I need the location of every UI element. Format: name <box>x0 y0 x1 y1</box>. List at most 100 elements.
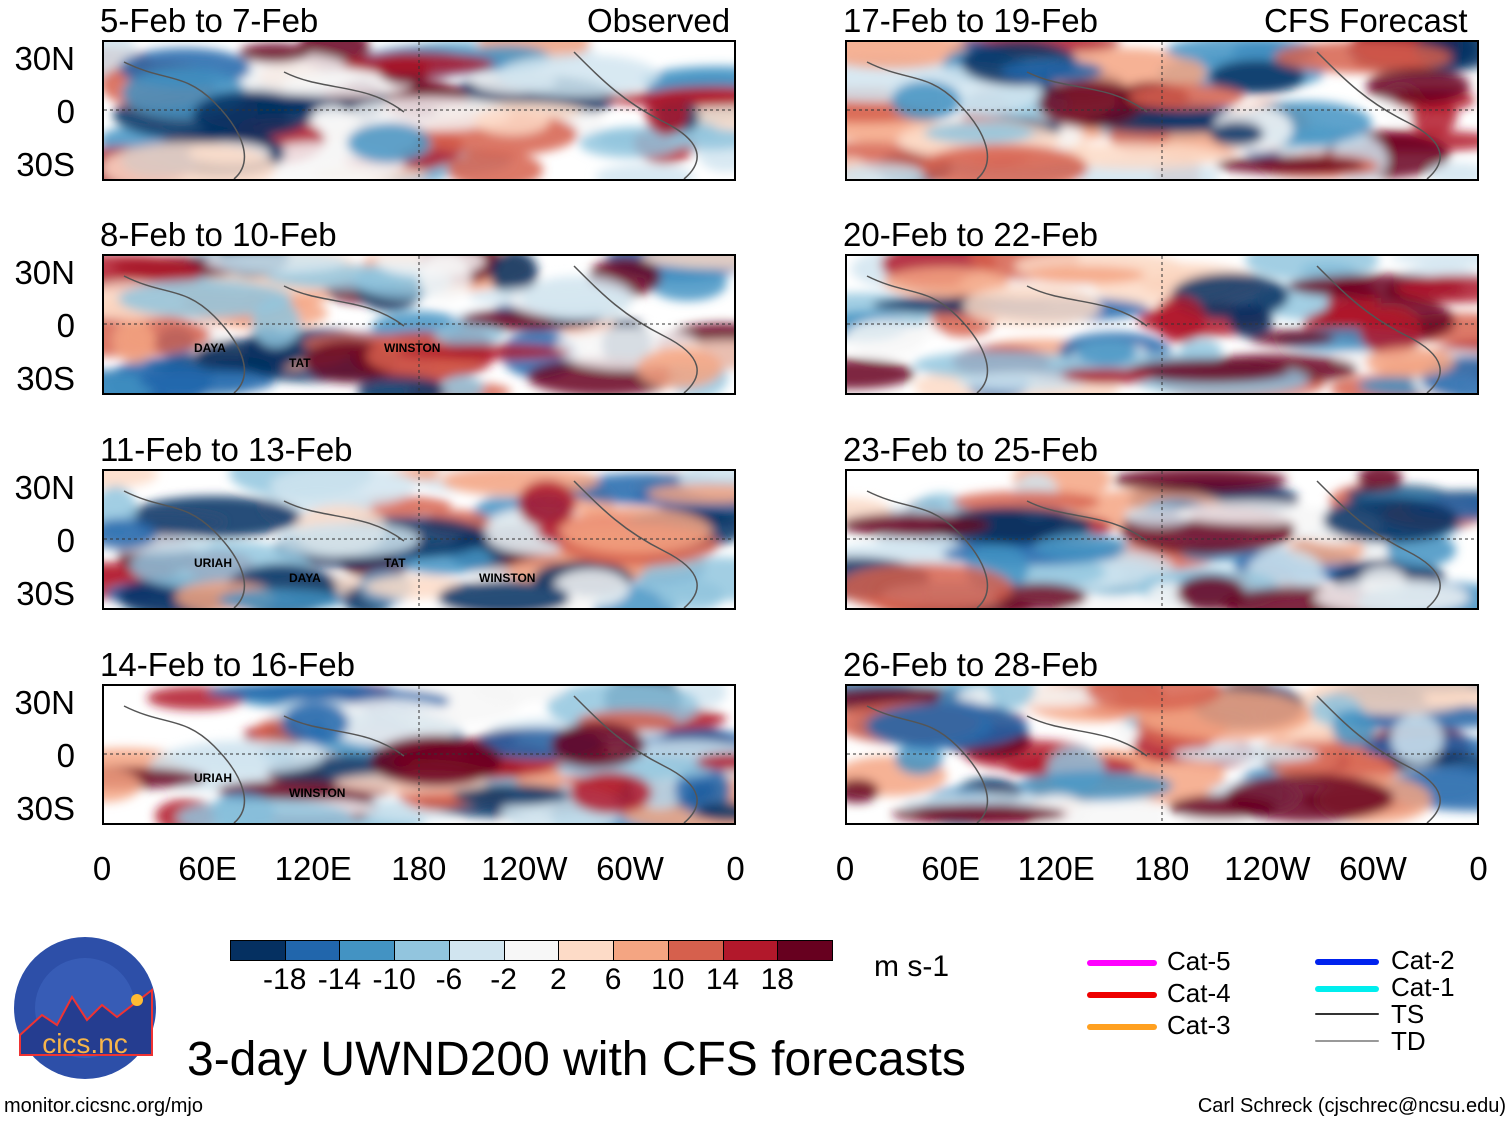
wind-anomaly-contour <box>1075 338 1137 366</box>
wind-anomaly-contour <box>847 319 925 357</box>
colorbar-swatch <box>777 940 833 961</box>
colorbar-swatch <box>667 940 724 961</box>
coastline <box>123 695 698 823</box>
panel-title: 8-Feb to 10-Feb <box>100 216 337 253</box>
colorbar-label: -14 <box>317 963 362 996</box>
wind-anomaly-contour <box>924 122 1034 144</box>
wind-anomaly-contour <box>1113 471 1287 493</box>
wind-anomaly-contour <box>847 563 1013 608</box>
wind-anomaly-contour <box>104 519 157 549</box>
storm-label: WINSTON <box>384 341 441 355</box>
wind-anomaly-contour <box>675 765 731 815</box>
wind-anomaly-contour <box>490 256 538 296</box>
wind-anomaly-contour <box>1215 156 1365 174</box>
lon-label: 0 <box>726 850 745 887</box>
lat-label: 30N <box>14 684 75 721</box>
wind-anomaly-contour <box>952 491 1100 513</box>
wind-anomaly-contour <box>434 324 504 346</box>
colorbar-units: m s-1 <box>874 950 949 983</box>
wind-anomaly-contour <box>1411 97 1457 135</box>
wind-anomaly-contour <box>913 351 1087 379</box>
legend-line <box>1087 992 1157 998</box>
figure-title: 3-day UWND200 with CFS forecasts <box>187 1033 966 1086</box>
lon-label: 120E <box>274 850 352 887</box>
coastline <box>866 265 1441 393</box>
legend-label: Cat-3 <box>1167 1010 1231 1040</box>
cics-logo: cics.nc <box>14 937 156 1079</box>
lon-label: 60E <box>921 850 980 887</box>
wind-anomaly-contour <box>207 686 383 701</box>
wind-anomaly-contour <box>847 359 915 389</box>
wind-anomaly-contour <box>1390 256 1477 266</box>
wind-anomaly-contour <box>347 123 431 163</box>
map-panel <box>102 40 736 181</box>
wind-anomaly-contour <box>892 804 1066 823</box>
source-url[interactable]: monitor.cicsnc.org/mjo <box>4 1095 203 1117</box>
wind-anomaly-contour <box>642 256 734 269</box>
wind-anomaly-contour <box>1358 471 1402 492</box>
wind-anomaly-contour <box>1249 330 1335 346</box>
panel-title: 20-Feb to 22-Feb <box>843 216 1098 253</box>
wind-anomaly-contour <box>847 513 990 537</box>
wind-anomaly-contour <box>993 583 1087 608</box>
storm-label: DAYA <box>289 571 321 585</box>
wind-anomaly-contour <box>1332 709 1376 747</box>
wind-anomaly-contour <box>847 779 879 803</box>
wind-anomaly-contour <box>696 753 734 771</box>
legend-label: Cat-2 <box>1391 945 1455 975</box>
wind-anomaly-contour <box>364 575 464 599</box>
lon-label: 180 <box>391 850 447 887</box>
colorbar-label: -2 <box>490 963 517 996</box>
lat-label: 30S <box>16 360 75 397</box>
coastline <box>123 265 698 393</box>
wind-anomaly-contour <box>570 772 652 814</box>
wind-anomaly-contour <box>1124 506 1194 526</box>
wind-anomaly-contour <box>559 507 711 553</box>
wind-anomaly-contour <box>497 54 659 96</box>
map-panel: URIAH WINSTON <box>102 684 736 825</box>
legend-label: TD <box>1391 1026 1426 1056</box>
colorbar-swatch <box>722 940 779 961</box>
panel-title: 14-Feb to 16-Feb <box>100 646 355 683</box>
credit: Carl Schreck (cjschrec@ncsu.edu) <box>1197 1095 1506 1117</box>
legend-line <box>1087 1024 1157 1030</box>
wind-anomaly-contour <box>357 376 447 393</box>
wind-anomaly-contour <box>1047 143 1223 169</box>
wind-anomaly-contour <box>1062 368 1154 384</box>
wind-anomaly-contour <box>270 471 416 507</box>
wind-anomaly-contour <box>1323 497 1459 543</box>
wind-anomaly-contour <box>930 507 1092 545</box>
colorbar-swatch <box>394 940 450 961</box>
wind-anomaly-contour <box>118 280 292 318</box>
wind-anomaly-contour <box>1180 339 1222 363</box>
wind-anomaly-contour <box>891 81 961 121</box>
wind-anomaly-contour <box>370 735 502 787</box>
wind-anomaly-contour <box>1428 163 1477 179</box>
colorbar-swatch <box>558 940 615 961</box>
wind-anomaly-contour <box>113 319 155 363</box>
colorbar-swatch <box>339 940 396 961</box>
coastline <box>123 480 698 608</box>
colorbar-swatch <box>613 940 669 961</box>
wind-anomaly-contour <box>637 348 723 388</box>
panel-title: 26-Feb to 28-Feb <box>843 646 1098 683</box>
panel-title: 5-Feb to 7-Feb <box>100 2 319 39</box>
wind-anomaly-contour <box>282 71 412 97</box>
wind-anomaly-contour <box>1155 295 1205 343</box>
storm-label: TAT <box>289 356 311 370</box>
wind-anomaly-contour <box>1229 304 1273 338</box>
wind-anomaly-contour <box>1128 84 1244 110</box>
wind-anomaly-contour <box>920 144 1088 179</box>
legend-label: Cat-5 <box>1167 946 1231 976</box>
wind-anomaly-contour <box>1001 60 1103 82</box>
wind-anomaly-contour <box>139 370 275 393</box>
logo-text: cics.nc <box>42 1028 128 1059</box>
wind-anomaly-contour <box>1365 347 1455 377</box>
wind-anomaly-contour <box>649 265 727 301</box>
coastline <box>123 51 698 179</box>
wind-anomaly-contour <box>104 768 141 802</box>
legend-label: TS <box>1391 999 1425 1029</box>
coastline <box>866 480 1441 608</box>
lon-label: 0 <box>92 850 112 887</box>
